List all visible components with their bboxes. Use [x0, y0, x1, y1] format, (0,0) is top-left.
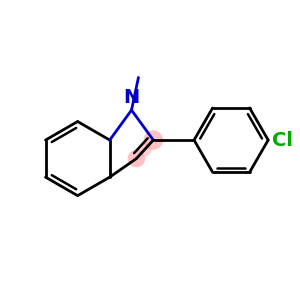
Circle shape — [128, 150, 145, 167]
Text: N: N — [123, 88, 140, 107]
Circle shape — [143, 130, 163, 150]
Text: Cl: Cl — [272, 130, 293, 150]
Circle shape — [138, 142, 152, 156]
